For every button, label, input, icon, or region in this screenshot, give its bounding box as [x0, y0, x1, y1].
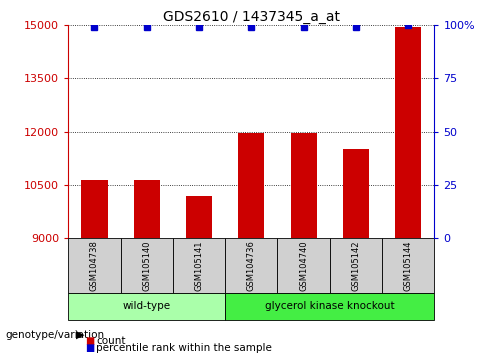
Bar [343, 149, 369, 238]
Bar [68, 293, 225, 320]
Bar [278, 238, 330, 293]
Text: glycerol kinase knockout: glycerol kinase knockout [265, 301, 395, 311]
Bar [225, 238, 278, 293]
Text: wild-type: wild-type [122, 301, 171, 311]
Bar [395, 27, 421, 238]
Text: GSM105140: GSM105140 [142, 240, 151, 291]
Bar [121, 238, 173, 293]
Bar [290, 133, 317, 238]
Bar [81, 179, 107, 238]
Bar [68, 238, 121, 293]
Text: GSM105144: GSM105144 [404, 240, 413, 291]
Text: ■: ■ [85, 343, 95, 353]
Text: ■: ■ [85, 336, 95, 346]
Bar [134, 179, 160, 238]
Text: count: count [96, 336, 125, 346]
Text: GSM105142: GSM105142 [351, 240, 361, 291]
Text: GSM105141: GSM105141 [195, 240, 203, 291]
Bar [330, 238, 382, 293]
Text: genotype/variation: genotype/variation [5, 330, 104, 339]
Bar [238, 133, 264, 238]
Text: ▶: ▶ [76, 330, 84, 339]
Text: GSM104738: GSM104738 [90, 240, 99, 291]
Title: GDS2610 / 1437345_a_at: GDS2610 / 1437345_a_at [163, 10, 340, 24]
Bar [225, 293, 434, 320]
Text: GSM104740: GSM104740 [299, 240, 308, 291]
Bar [173, 238, 225, 293]
Text: GSM104736: GSM104736 [247, 240, 256, 291]
Text: percentile rank within the sample: percentile rank within the sample [96, 343, 272, 353]
Bar [186, 195, 212, 238]
Bar [382, 238, 434, 293]
